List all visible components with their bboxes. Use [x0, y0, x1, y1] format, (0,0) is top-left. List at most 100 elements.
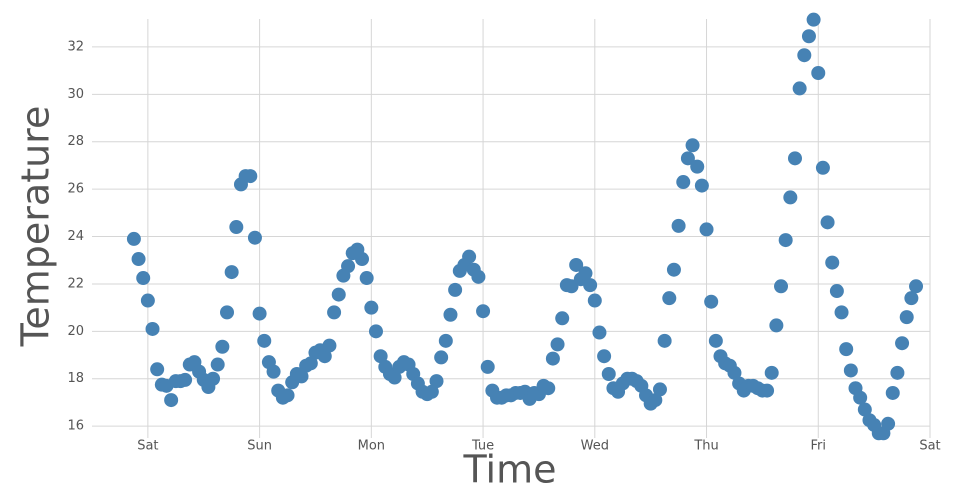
point: [424, 384, 439, 399]
point: [327, 305, 342, 320]
point: [322, 338, 337, 353]
point: [215, 339, 230, 354]
point: [266, 364, 281, 379]
point: [150, 362, 165, 377]
x-tick-label: Fri: [811, 439, 827, 454]
point: [541, 381, 556, 396]
point: [783, 190, 798, 205]
point: [243, 169, 258, 184]
point: [657, 333, 672, 348]
point: [145, 321, 160, 336]
point: [778, 233, 793, 248]
point: [699, 222, 714, 237]
point: [648, 393, 663, 408]
point: [583, 278, 598, 293]
x-tick-label: Sat: [919, 439, 940, 454]
point: [652, 382, 667, 397]
point: [727, 365, 742, 380]
point: [890, 365, 905, 380]
point: [904, 291, 919, 306]
y-axis-title: Temperature: [14, 106, 58, 348]
point: [280, 388, 295, 403]
point: [224, 265, 239, 280]
point: [857, 402, 872, 417]
y-tick-label: 26: [67, 182, 84, 197]
point: [210, 357, 225, 372]
point: [569, 257, 584, 272]
point: [438, 333, 453, 348]
point: [303, 356, 318, 371]
point: [680, 151, 695, 166]
point: [834, 305, 849, 320]
point: [448, 282, 463, 297]
y-tick-label: 18: [67, 371, 84, 386]
point: [545, 351, 560, 366]
point: [331, 287, 346, 302]
point: [126, 231, 141, 246]
point: [825, 255, 840, 270]
point: [294, 369, 309, 384]
point: [443, 307, 458, 322]
point: [694, 178, 709, 193]
point: [685, 138, 700, 153]
point: [247, 230, 262, 245]
point: [164, 393, 179, 408]
point: [136, 271, 151, 286]
point: [671, 218, 686, 233]
point: [476, 304, 491, 319]
point: [131, 252, 146, 267]
y-tick-label: 24: [67, 229, 84, 244]
x-tick-label: Sat: [137, 439, 158, 454]
point: [690, 159, 705, 174]
x-tick-label: Sun: [247, 439, 272, 454]
point: [806, 12, 821, 27]
point: [229, 220, 244, 235]
point: [769, 318, 784, 333]
point: [881, 416, 896, 431]
x-axis-title: Time: [463, 448, 557, 492]
point: [666, 262, 681, 277]
point: [704, 294, 719, 309]
point: [597, 349, 612, 364]
y-tick-label: 20: [67, 324, 84, 339]
point: [578, 266, 593, 281]
point: [792, 81, 807, 96]
y-tick-label: 30: [67, 87, 84, 102]
point: [257, 333, 272, 348]
point: [364, 300, 379, 315]
point: [206, 371, 221, 386]
y-tick-label: 16: [67, 419, 84, 434]
point: [853, 390, 868, 405]
point: [317, 349, 332, 364]
point: [140, 293, 155, 308]
point: [252, 306, 267, 321]
point: [676, 175, 691, 190]
point: [220, 305, 235, 320]
point: [899, 310, 914, 325]
point: [373, 349, 388, 364]
point: [480, 359, 495, 374]
point: [885, 385, 900, 400]
point: [387, 370, 402, 385]
point: [429, 374, 444, 389]
point: [811, 65, 826, 80]
point: [909, 279, 924, 294]
point: [774, 279, 789, 294]
point: [708, 333, 723, 348]
y-tick-label: 22: [67, 276, 84, 291]
point: [843, 363, 858, 378]
point: [662, 291, 677, 306]
point: [359, 271, 374, 286]
x-tick-label: Wed: [581, 439, 609, 454]
x-tick-label: Tue: [471, 439, 494, 454]
point: [820, 215, 835, 230]
point: [471, 269, 486, 284]
point: [462, 249, 477, 264]
y-tick-label: 28: [67, 134, 84, 149]
point: [829, 284, 844, 299]
point: [434, 350, 449, 365]
point: [550, 337, 565, 352]
x-tick-label: Mon: [358, 439, 385, 454]
